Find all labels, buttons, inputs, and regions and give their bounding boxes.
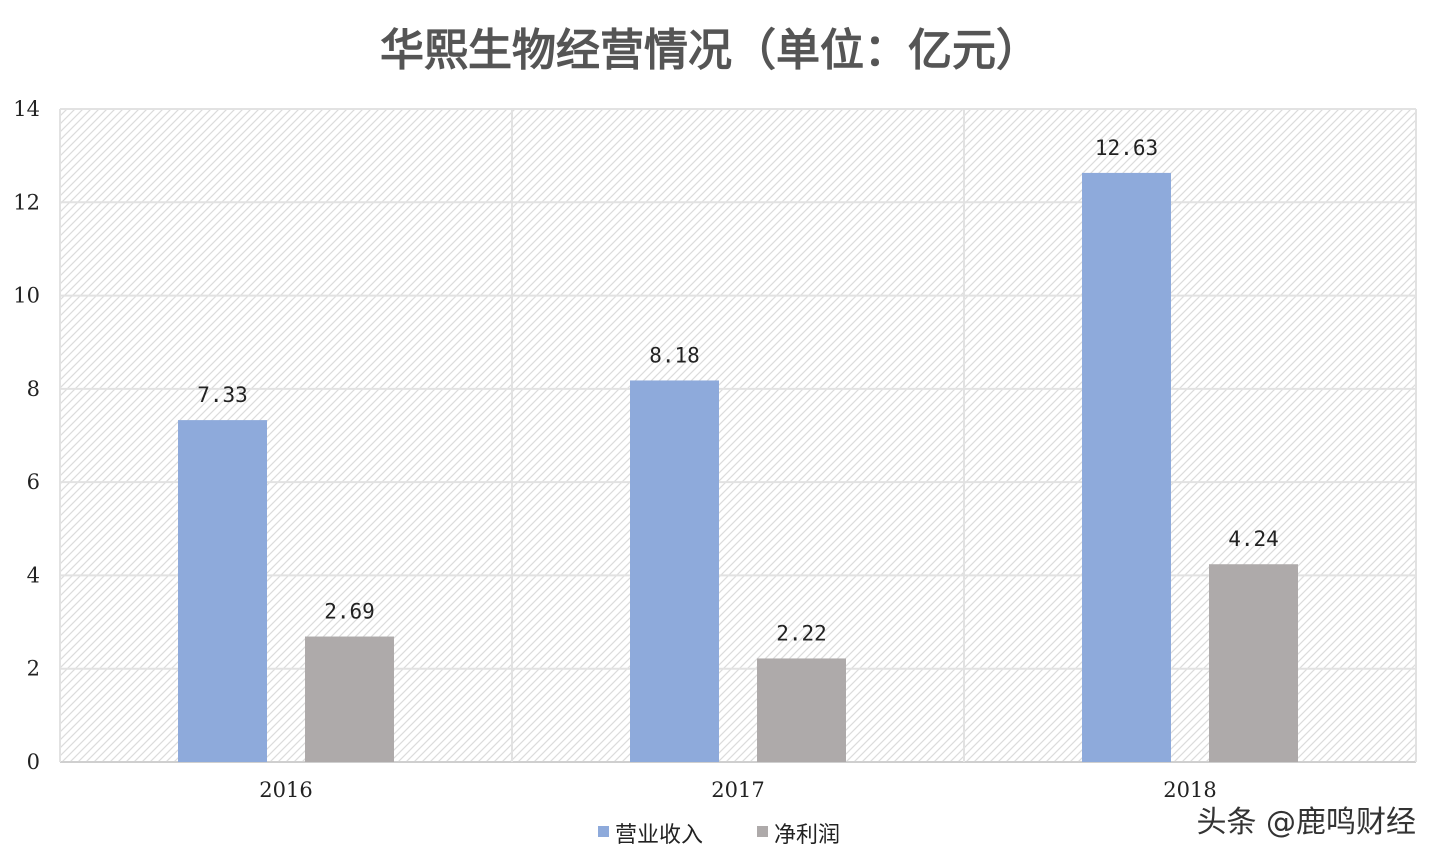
x-tick-label: 2018 [1163, 778, 1216, 802]
legend: 营业收入 净利润 [598, 823, 840, 848]
data-label: 2.22 [776, 621, 827, 645]
legend-label-revenue: 营业收入 [615, 823, 703, 848]
data-label: 12.63 [1095, 136, 1158, 160]
legend-swatch-net-profit [757, 826, 768, 837]
data-label: 7.33 [197, 383, 248, 407]
y-tick-label: 12 [13, 190, 40, 214]
bars [178, 172, 1298, 763]
legend-label-net-profit: 净利润 [774, 823, 840, 848]
data-label: 8.18 [649, 343, 700, 367]
x-tick-label: 2016 [259, 778, 312, 802]
plot-background [60, 109, 1416, 762]
y-tick-label: 10 [13, 284, 40, 308]
data-label: 4.24 [1228, 527, 1279, 551]
y-axis: 0 2 4 6 8 10 12 14 [13, 97, 40, 774]
chart-title: 华熙生物经营情况（单位：亿元） [380, 25, 1040, 76]
x-axis: 2016 2017 2018 [259, 778, 1216, 802]
y-tick-label: 14 [13, 97, 40, 121]
data-label: 2.69 [324, 600, 375, 624]
bar [757, 658, 846, 762]
bar [305, 636, 394, 762]
gridlines [59, 108, 1417, 763]
y-tick-label: 6 [27, 470, 40, 494]
y-tick-label: 2 [27, 657, 40, 681]
bar [630, 380, 719, 762]
bar [1209, 564, 1298, 762]
bar [1082, 172, 1171, 763]
y-tick-label: 4 [27, 563, 40, 587]
watermark: 头条 @鹿鸣财经 [1196, 805, 1416, 840]
legend-swatch-revenue [598, 826, 609, 837]
data-labels: 7.33 8.18 12.63 2.69 2.22 4.24 [197, 136, 1279, 646]
bar [178, 420, 267, 762]
y-tick-label: 8 [27, 377, 40, 401]
x-tick-label: 2017 [711, 778, 764, 802]
y-tick-label: 0 [27, 750, 40, 774]
